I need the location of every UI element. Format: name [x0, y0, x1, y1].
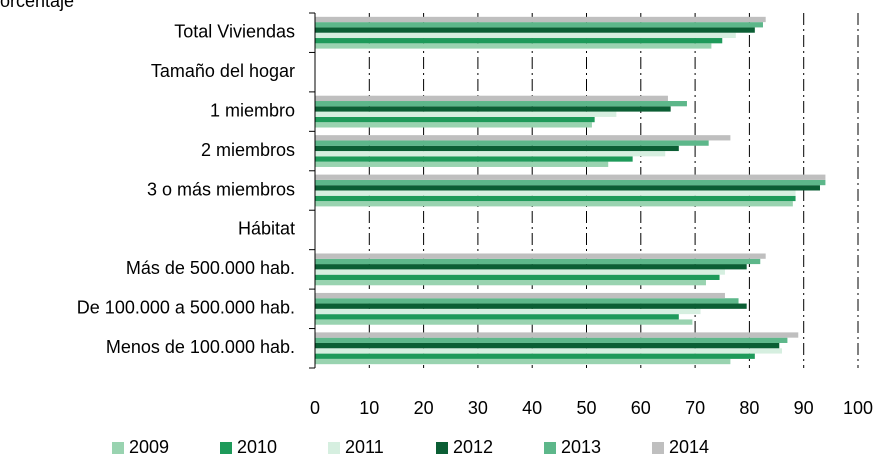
y-tick-label: Tamaño del hogar [151, 61, 295, 81]
bar [315, 342, 780, 349]
legend-swatch [652, 442, 664, 454]
legend-label: 2011 [345, 437, 384, 457]
legend-swatch [436, 442, 448, 454]
bar [315, 258, 761, 265]
bar [315, 348, 782, 354]
x-tick-label: 70 [685, 398, 705, 418]
legend-label: 2009 [129, 437, 169, 457]
bar [315, 337, 788, 343]
y-tick-label: De 100.000 a 500.000 hab. [77, 298, 295, 318]
bar [315, 195, 796, 202]
bar [315, 151, 666, 157]
legend-swatch [544, 442, 556, 454]
x-tick-label: 10 [359, 398, 379, 418]
bar [315, 111, 617, 117]
bar [315, 106, 671, 112]
bar [315, 358, 731, 365]
bar [315, 179, 826, 186]
bar [315, 279, 706, 286]
legend-swatch [112, 442, 124, 454]
bar [315, 190, 796, 196]
bar [315, 122, 592, 128]
x-tick-label: 20 [414, 398, 434, 418]
bar [315, 292, 725, 299]
bar [315, 101, 687, 107]
legend-label: 2013 [561, 437, 601, 457]
y-tick-label: 1 miembro [210, 100, 295, 120]
bar [315, 145, 679, 152]
y-tick-label: Total Viviendas [174, 21, 295, 41]
bar [315, 314, 679, 320]
y-tick-label: 2 miembros [201, 140, 295, 160]
x-tick-label: 50 [576, 398, 596, 418]
bar [315, 303, 747, 309]
y-tick-label: Menos de 100.000 hab. [106, 337, 295, 357]
bar [315, 116, 595, 123]
bar [315, 43, 712, 49]
bar [315, 22, 763, 28]
bar [315, 27, 755, 33]
legend-label: 2012 [453, 437, 493, 457]
bar [315, 174, 826, 180]
bar [315, 274, 720, 280]
bar [315, 269, 725, 275]
axis-label: Porcentaje [0, 0, 74, 11]
bar [315, 135, 731, 141]
bar [315, 298, 739, 304]
bar [315, 95, 668, 102]
x-tick-label: 0 [310, 398, 320, 418]
legend-swatch [328, 442, 340, 454]
bar [315, 38, 723, 44]
x-tick-label: 90 [794, 398, 814, 418]
bar [315, 264, 747, 270]
bar [315, 32, 736, 39]
x-tick-label: 40 [522, 398, 542, 418]
legend-swatch [220, 442, 232, 454]
bar [315, 156, 633, 162]
bar [315, 185, 820, 191]
bar [315, 16, 766, 23]
y-tick-label: 3 o más miembros [147, 179, 295, 199]
x-tick-label: 30 [468, 398, 488, 418]
bar [315, 332, 799, 338]
bar [315, 140, 709, 146]
bar [315, 201, 793, 207]
legend-label: 2014 [669, 437, 709, 457]
x-tick-label: 80 [739, 398, 759, 418]
x-tick-label: 100 [843, 398, 873, 418]
bar [315, 319, 693, 325]
bar [315, 353, 755, 359]
bar [315, 161, 609, 167]
y-tick-label: Más de 500.000 hab. [126, 258, 295, 278]
bar [315, 253, 766, 259]
x-tick-label: 60 [631, 398, 651, 418]
legend-label: 2010 [237, 437, 277, 457]
y-tick-label: Hábitat [238, 219, 295, 239]
bar [315, 308, 701, 315]
